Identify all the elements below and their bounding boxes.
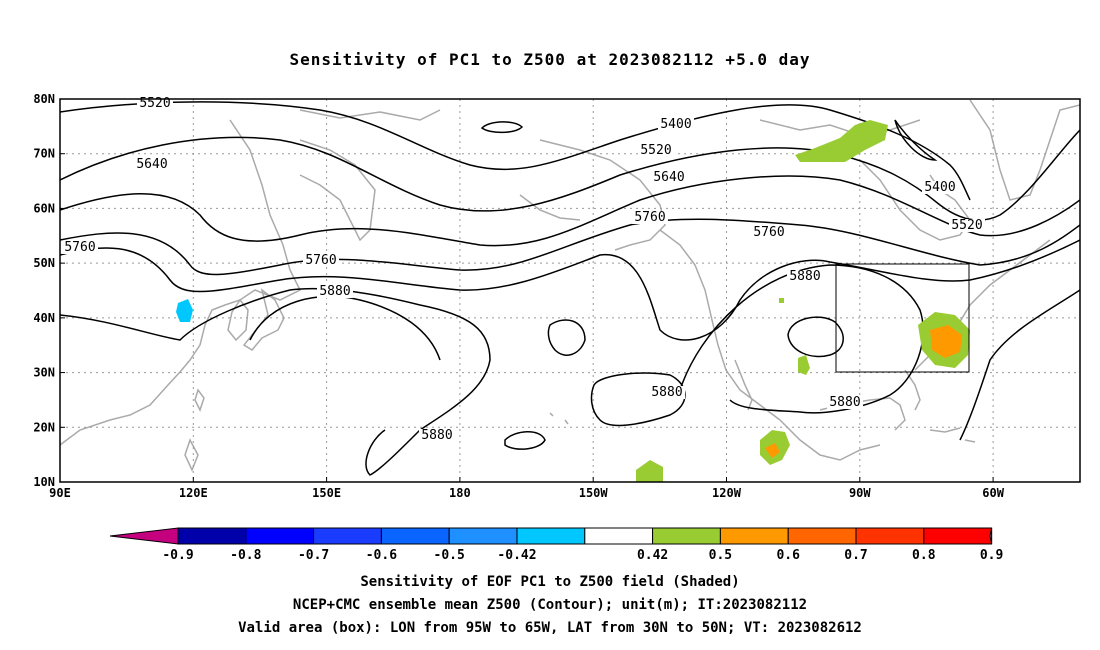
lat-axis: 80N 70N 60N 50N 40N 30N 20N 10N	[33, 92, 65, 489]
shade-patch	[779, 298, 784, 303]
shade-patch	[176, 299, 193, 322]
lat-tick-label: 40N	[33, 311, 55, 325]
lat-tick-label: 50N	[33, 256, 55, 270]
shade-patch	[930, 325, 962, 358]
lon-tick-label: 90W	[849, 486, 871, 500]
colorbar-label: 0.9	[980, 548, 1003, 563]
footer-line-2: NCEP+CMC ensemble mean Z500 (Contour); u…	[292, 597, 808, 613]
contour-label: 5520	[951, 218, 982, 233]
colorbar-label: 0.6	[776, 548, 800, 563]
contour-label: 5880	[829, 395, 860, 410]
colorbar-segment	[313, 527, 382, 545]
colorbar-label: 0.42	[637, 548, 668, 563]
lat-tick-label: 30N	[33, 366, 55, 380]
contour-label: 5400	[660, 117, 691, 132]
colorbar-high-arrow	[989, 527, 993, 545]
colorbar-label: -0.8	[230, 548, 261, 563]
lat-tick-label: 80N	[33, 92, 55, 106]
contour-label: 5880	[651, 385, 682, 400]
shade-patch	[798, 355, 810, 375]
contour-label: 5640	[653, 170, 684, 185]
lon-tick-label: 120E	[179, 486, 208, 500]
lat-tick-label: 70N	[33, 147, 55, 161]
lon-tick-label: 120W	[712, 486, 742, 500]
lon-tick-label: 90E	[49, 486, 71, 500]
colorbar-low-arrow	[109, 527, 179, 545]
colorbar-segment	[245, 527, 315, 545]
lat-tick-label: 20N	[33, 420, 55, 434]
colorbar-segment	[516, 527, 586, 545]
colorbar-label: 0.5	[709, 548, 732, 563]
colorbar-segment	[652, 527, 721, 545]
colorbar-label: -0.6	[366, 548, 397, 563]
z500-contours	[60, 101, 1080, 476]
valid-area-box	[835, 263, 970, 373]
colorbar-segment	[719, 527, 789, 545]
shade-patch	[795, 120, 888, 162]
lon-tick-label: 150W	[579, 486, 609, 500]
figure-title: Sensitivity of PC1 to Z500 at 2023082112…	[289, 50, 811, 69]
footer-line-1: Sensitivity of EOF PC1 to Z500 field (Sh…	[360, 574, 740, 590]
lon-tick-label: 150E	[312, 486, 341, 500]
colorbar-segment	[787, 527, 857, 545]
colorbar-label: -0.42	[497, 548, 536, 563]
contour-label: 5880	[789, 269, 820, 284]
lon-tick-label: 60W	[982, 486, 1004, 500]
lat-tick-label: 10N	[33, 475, 55, 489]
contour-label: 5760	[634, 210, 665, 225]
map-frame	[59, 98, 1081, 483]
coastlines	[60, 99, 1080, 472]
colorbar-segment	[923, 527, 993, 545]
contour-label: 5640	[136, 157, 167, 172]
graticule	[60, 99, 1080, 482]
colorbar-label: -0.5	[434, 548, 465, 563]
colorbar-label: 0.8	[912, 548, 936, 563]
colorbar-segment	[448, 527, 518, 545]
colorbar: -0.9 -0.8 -0.7 -0.6 -0.5 -0.42 0.42 0.5 0.6 0.7 0.…	[109, 527, 1003, 563]
colorbar-segment	[177, 527, 247, 545]
contour-label: 5400	[924, 180, 955, 195]
colorbar-segment	[584, 527, 654, 545]
colorbar-segment	[380, 527, 450, 545]
contour-label: 5760	[64, 240, 95, 255]
colorbar-segment	[855, 527, 925, 545]
footer-line-3: Valid area (box): LON from 95W to 65W, L…	[238, 620, 862, 636]
colorbar-label: -0.9	[162, 548, 193, 563]
shade-patch	[765, 443, 780, 458]
contour-label: 5760	[305, 253, 336, 268]
lat-tick-label: 60N	[33, 201, 55, 215]
contour-label: 5760	[753, 225, 784, 240]
contour-label: 5880	[319, 284, 350, 299]
colorbar-label: 0.7	[844, 548, 867, 563]
lon-tick-label: 180	[449, 486, 471, 500]
contour-label: 5880	[421, 428, 452, 443]
contour-label: 5520	[640, 143, 671, 158]
colorbar-label: -0.7	[298, 548, 329, 563]
shade-patch	[636, 460, 663, 482]
lon-axis: 90E 120E 150E 180 150W 120W 90W 60W	[49, 477, 1005, 500]
sensitivity-shading	[176, 120, 970, 482]
